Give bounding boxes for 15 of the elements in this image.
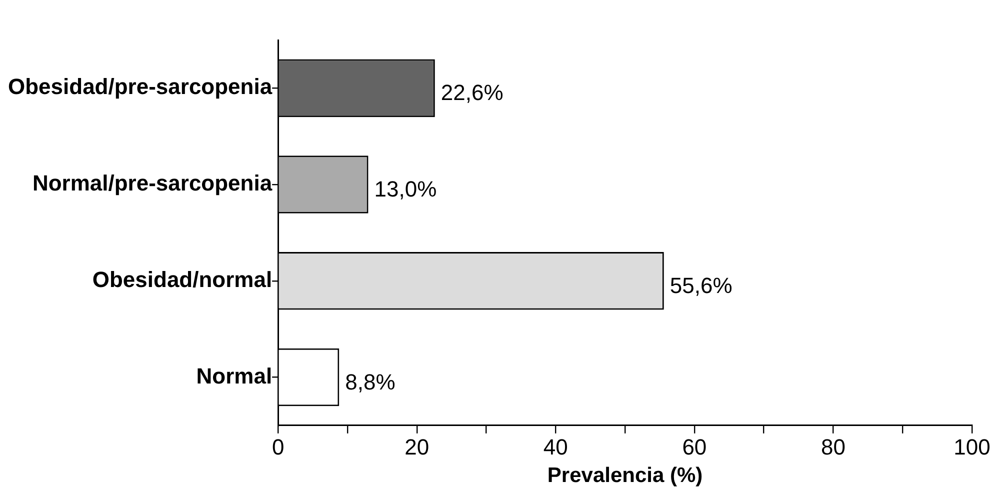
- data-label: 55,6%: [670, 272, 732, 298]
- data-label: 13,0%: [374, 176, 437, 202]
- y-tick-label: Obesidad/normal: [92, 266, 272, 292]
- data-label: 8,8%: [345, 369, 396, 394]
- x-tick-label: 60: [682, 434, 707, 460]
- y-tick-label: Obesidad/pre-sarcopenia: [8, 74, 273, 100]
- x-tick-label: 80: [820, 434, 846, 460]
- x-axis-title: Prevalencia (%): [547, 464, 703, 488]
- y-tick-label: Normal: [196, 363, 272, 388]
- x-tick-label: 40: [543, 434, 568, 460]
- y-tick-label: Normal/pre-sarcopenia: [32, 170, 273, 196]
- x-tick-label: 100: [954, 434, 990, 460]
- x-tick-label: 20: [404, 434, 430, 460]
- data-label: 22,6%: [440, 80, 504, 106]
- x-tick-label: 0: [272, 434, 284, 460]
